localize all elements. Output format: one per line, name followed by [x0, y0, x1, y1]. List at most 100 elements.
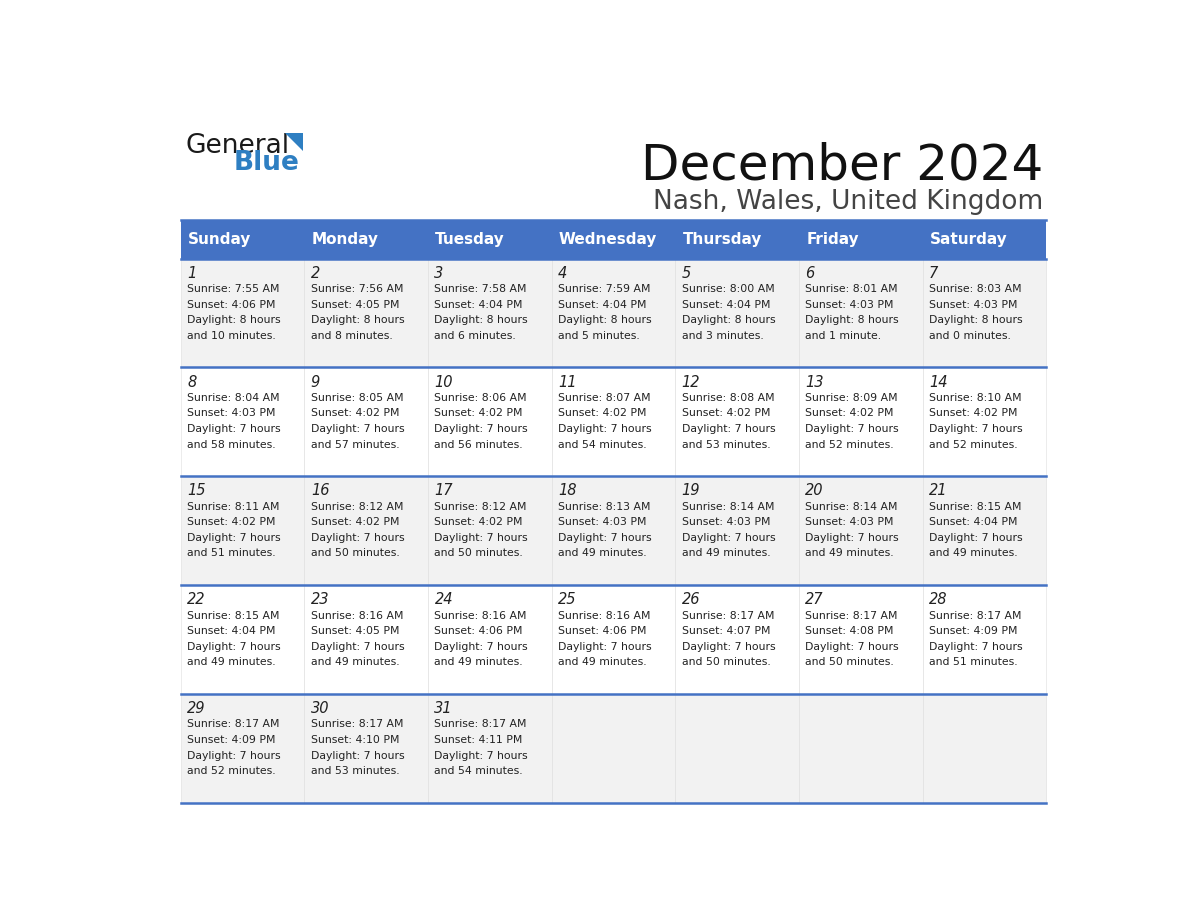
Polygon shape	[428, 259, 551, 367]
Polygon shape	[181, 219, 304, 259]
Text: and 54 minutes.: and 54 minutes.	[558, 440, 646, 450]
Text: Sunrise: 8:12 AM: Sunrise: 8:12 AM	[311, 502, 403, 511]
Polygon shape	[551, 585, 675, 694]
Text: and 56 minutes.: and 56 minutes.	[435, 440, 523, 450]
Text: Sunset: 4:02 PM: Sunset: 4:02 PM	[929, 409, 1017, 419]
Text: 24: 24	[435, 592, 453, 607]
Text: Sunday: Sunday	[188, 231, 252, 247]
Text: Sunrise: 8:09 AM: Sunrise: 8:09 AM	[805, 393, 898, 403]
Text: Daylight: 7 hours: Daylight: 7 hours	[435, 642, 529, 652]
Text: and 52 minutes.: and 52 minutes.	[929, 440, 1018, 450]
Text: Thursday: Thursday	[683, 231, 762, 247]
Text: Daylight: 7 hours: Daylight: 7 hours	[311, 532, 404, 543]
Text: and 10 minutes.: and 10 minutes.	[188, 330, 276, 341]
Polygon shape	[675, 694, 798, 803]
Text: and 52 minutes.: and 52 minutes.	[188, 767, 276, 776]
Text: Sunrise: 8:08 AM: Sunrise: 8:08 AM	[682, 393, 775, 403]
Text: Daylight: 7 hours: Daylight: 7 hours	[805, 532, 899, 543]
Text: and 50 minutes.: and 50 minutes.	[435, 548, 523, 558]
Text: and 52 minutes.: and 52 minutes.	[805, 440, 895, 450]
Polygon shape	[923, 259, 1047, 367]
Text: Sunrise: 8:11 AM: Sunrise: 8:11 AM	[188, 502, 279, 511]
Polygon shape	[798, 476, 923, 585]
Polygon shape	[798, 259, 923, 367]
Text: Daylight: 7 hours: Daylight: 7 hours	[188, 532, 280, 543]
Text: 28: 28	[929, 592, 948, 607]
Polygon shape	[551, 219, 675, 259]
Text: 2: 2	[311, 265, 320, 281]
Text: and 50 minutes.: and 50 minutes.	[682, 657, 771, 667]
Text: and 3 minutes.: and 3 minutes.	[682, 330, 764, 341]
Text: Sunset: 4:04 PM: Sunset: 4:04 PM	[682, 299, 770, 309]
Text: Sunrise: 7:56 AM: Sunrise: 7:56 AM	[311, 284, 403, 294]
Text: Tuesday: Tuesday	[435, 231, 505, 247]
Polygon shape	[675, 476, 798, 585]
Polygon shape	[798, 367, 923, 476]
Text: Sunset: 4:03 PM: Sunset: 4:03 PM	[929, 299, 1017, 309]
Text: Sunrise: 8:01 AM: Sunrise: 8:01 AM	[805, 284, 898, 294]
Text: 11: 11	[558, 375, 576, 389]
Polygon shape	[923, 476, 1047, 585]
Text: 31: 31	[435, 701, 453, 716]
Text: Daylight: 7 hours: Daylight: 7 hours	[929, 424, 1023, 434]
Text: Sunset: 4:03 PM: Sunset: 4:03 PM	[558, 518, 646, 527]
Text: Sunrise: 8:04 AM: Sunrise: 8:04 AM	[188, 393, 280, 403]
Text: and 54 minutes.: and 54 minutes.	[435, 767, 523, 776]
Text: Daylight: 8 hours: Daylight: 8 hours	[929, 315, 1023, 325]
Text: and 51 minutes.: and 51 minutes.	[188, 548, 276, 558]
Polygon shape	[798, 585, 923, 694]
Text: and 49 minutes.: and 49 minutes.	[311, 657, 399, 667]
Text: 17: 17	[435, 484, 453, 498]
Polygon shape	[181, 694, 304, 803]
Text: Daylight: 8 hours: Daylight: 8 hours	[435, 315, 529, 325]
Text: Sunrise: 8:17 AM: Sunrise: 8:17 AM	[435, 720, 527, 730]
Polygon shape	[551, 367, 675, 476]
Text: Sunset: 4:03 PM: Sunset: 4:03 PM	[805, 518, 893, 527]
Polygon shape	[551, 476, 675, 585]
Polygon shape	[304, 585, 428, 694]
Text: Sunrise: 8:15 AM: Sunrise: 8:15 AM	[929, 502, 1022, 511]
Polygon shape	[181, 476, 304, 585]
Text: Sunset: 4:06 PM: Sunset: 4:06 PM	[558, 626, 646, 636]
Text: Daylight: 7 hours: Daylight: 7 hours	[682, 642, 776, 652]
Text: Sunset: 4:08 PM: Sunset: 4:08 PM	[805, 626, 893, 636]
Text: Sunset: 4:02 PM: Sunset: 4:02 PM	[435, 409, 523, 419]
Text: Sunrise: 8:16 AM: Sunrise: 8:16 AM	[435, 610, 527, 621]
Polygon shape	[798, 694, 923, 803]
Polygon shape	[428, 585, 551, 694]
Text: 10: 10	[435, 375, 453, 389]
Text: 7: 7	[929, 265, 939, 281]
Text: Sunrise: 8:15 AM: Sunrise: 8:15 AM	[188, 610, 279, 621]
Polygon shape	[428, 219, 551, 259]
Text: Sunset: 4:10 PM: Sunset: 4:10 PM	[311, 735, 399, 745]
Text: Sunset: 4:02 PM: Sunset: 4:02 PM	[558, 409, 646, 419]
Text: December 2024: December 2024	[642, 142, 1043, 190]
Text: Sunset: 4:04 PM: Sunset: 4:04 PM	[435, 299, 523, 309]
Text: and 49 minutes.: and 49 minutes.	[805, 548, 895, 558]
Text: 20: 20	[805, 484, 823, 498]
Text: Sunset: 4:09 PM: Sunset: 4:09 PM	[188, 735, 276, 745]
Text: 16: 16	[311, 484, 329, 498]
Text: 14: 14	[929, 375, 948, 389]
Text: and 6 minutes.: and 6 minutes.	[435, 330, 517, 341]
Text: Sunrise: 7:55 AM: Sunrise: 7:55 AM	[188, 284, 279, 294]
Text: 8: 8	[188, 375, 196, 389]
Text: Daylight: 7 hours: Daylight: 7 hours	[311, 642, 404, 652]
Text: Daylight: 7 hours: Daylight: 7 hours	[435, 751, 529, 761]
Text: 12: 12	[682, 375, 700, 389]
Polygon shape	[304, 259, 428, 367]
Text: and 51 minutes.: and 51 minutes.	[929, 657, 1018, 667]
Text: Daylight: 8 hours: Daylight: 8 hours	[558, 315, 652, 325]
Text: and 1 minute.: and 1 minute.	[805, 330, 881, 341]
Text: Sunset: 4:11 PM: Sunset: 4:11 PM	[435, 735, 523, 745]
Text: Sunrise: 7:59 AM: Sunrise: 7:59 AM	[558, 284, 651, 294]
Text: and 49 minutes.: and 49 minutes.	[929, 548, 1018, 558]
Text: General: General	[185, 133, 290, 159]
Text: Sunrise: 8:12 AM: Sunrise: 8:12 AM	[435, 502, 527, 511]
Text: Sunset: 4:07 PM: Sunset: 4:07 PM	[682, 626, 770, 636]
Polygon shape	[923, 694, 1047, 803]
Text: Daylight: 7 hours: Daylight: 7 hours	[311, 424, 404, 434]
Text: Sunset: 4:09 PM: Sunset: 4:09 PM	[929, 626, 1017, 636]
Text: 13: 13	[805, 375, 823, 389]
Text: 29: 29	[188, 701, 206, 716]
